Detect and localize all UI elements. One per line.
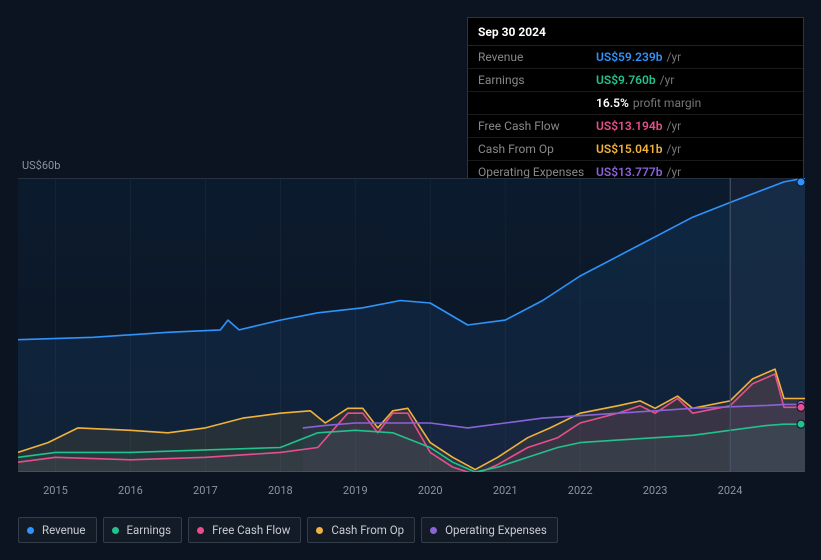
x-axis-tick-label: 2020 — [418, 484, 443, 497]
legend-dot-icon — [112, 527, 119, 534]
legend: Revenue Earnings Free Cash Flow Cash From O… — [18, 517, 558, 543]
legend-dot-icon — [430, 527, 437, 534]
x-axis-tick-label: 2015 — [43, 484, 68, 497]
tooltip-value: US$13.194b — [596, 119, 663, 133]
tooltip-row: 16.5% profit margin — [468, 92, 803, 115]
x-axis-tick-label: 2021 — [493, 484, 518, 497]
x-axis-labels: 2015 2016 2017 2018 2019 2020 2021 2022 2023 2024 — [18, 484, 805, 500]
y-axis-label-top: US$60b — [22, 159, 60, 172]
legend-label: Revenue — [42, 523, 86, 537]
tooltip-label: Free Cash Flow — [478, 119, 596, 133]
tooltip-label: Revenue — [478, 50, 596, 64]
legend-dot-icon — [316, 527, 323, 534]
tooltip-suffix: /yr — [667, 165, 682, 179]
tooltip-value: US$59.239b — [596, 50, 663, 64]
tooltip-row: RevenueUS$59.239b/yr — [468, 46, 803, 69]
tooltip-suffix: /yr — [667, 142, 682, 156]
x-axis-tick-label: 2018 — [268, 484, 293, 497]
x-axis-tick-label: 2023 — [643, 484, 668, 497]
x-axis-tick-label: 2017 — [193, 484, 218, 497]
tooltip-suffix: /yr — [667, 50, 682, 64]
legend-label: Free Cash Flow — [212, 523, 290, 537]
tooltip-suffix: /yr — [660, 73, 675, 87]
tooltip-label: Earnings — [478, 73, 596, 87]
x-axis-tick-label: 2024 — [718, 484, 743, 497]
x-axis-tick-label: 2022 — [568, 484, 593, 497]
legend-dot-icon — [27, 527, 34, 534]
legend-item[interactable]: Cash From Op — [307, 517, 415, 543]
tooltip-label — [478, 96, 596, 110]
legend-label: Earnings — [127, 523, 172, 537]
x-axis-tick-label: 2019 — [343, 484, 368, 497]
tooltip-value: US$15.041b — [596, 142, 663, 156]
chart-svg — [18, 178, 805, 472]
legend-label: Cash From Op — [331, 523, 404, 537]
legend-label: Operating Expenses — [445, 523, 547, 537]
tooltip-rows: RevenueUS$59.239b/yrEarningsUS$9.760b/yr… — [468, 46, 803, 183]
tooltip-suffix: profit margin — [633, 96, 701, 110]
tooltip-row: Cash From OpUS$15.041b/yr — [468, 138, 803, 161]
legend-dot-icon — [197, 527, 204, 534]
tooltip-card: Sep 30 2024 RevenueUS$59.239b/yrEarnings… — [467, 17, 804, 184]
tooltip-value: US$9.760b — [596, 73, 656, 87]
legend-item[interactable]: Operating Expenses — [421, 517, 558, 543]
tooltip-row: EarningsUS$9.760b/yr — [468, 69, 803, 92]
tooltip-value: 16.5% — [596, 96, 629, 110]
x-axis-tick-label: 2016 — [118, 484, 143, 497]
tooltip-date: Sep 30 2024 — [468, 18, 803, 46]
tooltip-label: Cash From Op — [478, 142, 596, 156]
chart-plot[interactable] — [18, 178, 805, 472]
tooltip-suffix: /yr — [667, 119, 682, 133]
tooltip-row: Free Cash FlowUS$13.194b/yr — [468, 115, 803, 138]
legend-item[interactable]: Earnings — [103, 517, 183, 543]
legend-item[interactable]: Free Cash Flow — [188, 517, 301, 543]
legend-item[interactable]: Revenue — [18, 517, 97, 543]
tooltip-label: Operating Expenses — [478, 165, 596, 179]
tooltip-value: US$13.777b — [596, 165, 663, 179]
